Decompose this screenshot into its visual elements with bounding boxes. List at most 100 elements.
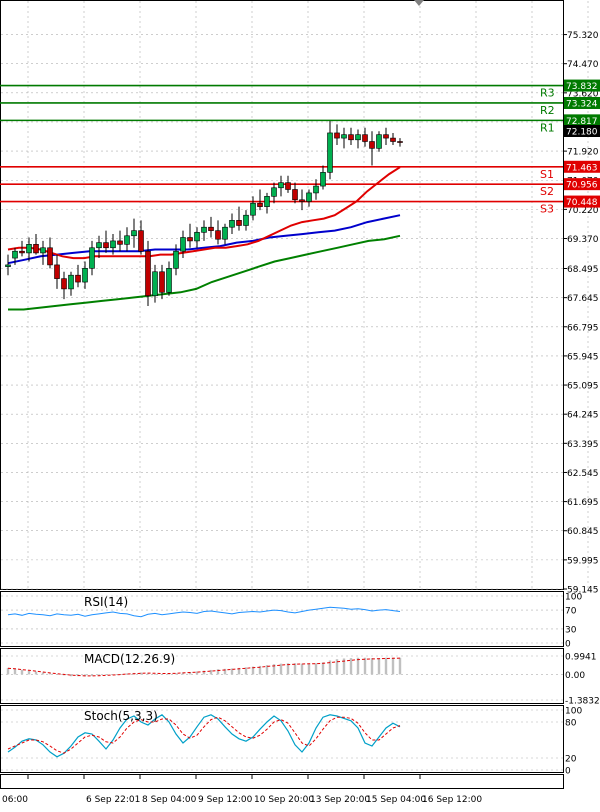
time-axis: 06:00 6 Sep 22:01 8 Sep 04:00 9 Sep 12:00 10… <box>2 775 482 805</box>
price-tick-label: 65.945 <box>567 352 599 362</box>
price-tick-label: 59.145 <box>567 586 599 596</box>
macd-histogram-bar <box>251 666 255 675</box>
candle-body <box>236 220 242 226</box>
macd-histogram-bar <box>6 667 10 675</box>
ma-mid-line <box>7 214 401 265</box>
price-tick-label: 59.995 <box>567 556 599 566</box>
candle-body <box>173 250 179 269</box>
candle-body <box>54 264 60 279</box>
candle-body <box>152 271 158 297</box>
candle-body <box>222 226 228 240</box>
level-tag-value: 72.817 <box>566 117 598 127</box>
candle-body <box>271 187 277 197</box>
macd-histogram-bar <box>377 658 381 675</box>
candle-body <box>355 134 361 141</box>
candle-body <box>334 132 340 139</box>
macd-histogram-bar <box>279 663 283 675</box>
rsi-tick-label: 70 <box>565 607 577 617</box>
level-name-r3: R3 <box>540 87 555 100</box>
candle-body <box>299 199 305 202</box>
candle-body <box>89 247 95 269</box>
level-price-tags: 73.832 73.324 72.817 71.463 70.956 70.448 <box>564 79 600 208</box>
main-panel-frame <box>0 0 564 590</box>
time-tick-label: 15 Sep 04:00 <box>366 795 426 805</box>
macd-histogram-bar <box>146 673 150 675</box>
macd-histogram-bar <box>349 658 353 675</box>
candle-body <box>348 134 354 141</box>
time-tick-label: 16 Sep 12:00 <box>422 795 482 805</box>
macd-histogram-bar <box>216 669 220 675</box>
macd-histogram-bar <box>370 658 374 675</box>
macd-histogram-bar <box>230 668 234 675</box>
candlesticks <box>5 120 403 307</box>
candle-body <box>201 226 207 233</box>
level-tag-bg <box>564 160 600 173</box>
candle-body <box>103 242 109 249</box>
macd-histogram-bar <box>314 663 318 675</box>
stoch-tick-label: 0 <box>565 767 571 777</box>
macd-histogram-bar <box>97 674 101 676</box>
macd-histogram-bar <box>20 669 24 675</box>
candle-body <box>390 137 396 142</box>
macd-signal-line <box>7 657 401 677</box>
stoch-panel-frame <box>0 705 564 773</box>
level-tag-value: 70.956 <box>566 181 598 191</box>
level-tag-value: 73.832 <box>566 82 598 92</box>
macd-histogram-bar <box>27 670 31 675</box>
candle-body <box>124 235 130 245</box>
macd-histogram-bar <box>363 657 367 675</box>
macd-histogram-bar <box>293 663 297 675</box>
rsi-tick-label: 0 <box>565 640 571 650</box>
candle-body <box>369 141 375 149</box>
grid <box>1 1 589 590</box>
macd-histogram-bar <box>286 663 290 675</box>
current-price-tag: 72.180 <box>566 128 598 138</box>
macd-histogram-bar <box>328 660 332 675</box>
candle-body <box>313 185 319 194</box>
macd-histogram-bar <box>307 663 311 675</box>
macd-histogram-bar <box>384 657 388 675</box>
stochastic-panel: 100 80 20 0 <box>1 707 582 777</box>
candle-body <box>145 250 151 297</box>
candle-body <box>250 202 256 216</box>
moving-averages <box>7 166 401 311</box>
candle-body <box>47 247 53 266</box>
stoch-title: Stoch(5,3,3) <box>84 709 158 723</box>
macd-histogram-bar <box>300 663 304 675</box>
price-tick-label: 66.795 <box>567 323 599 333</box>
stoch-k-line <box>7 714 401 758</box>
macd-histogram-bar <box>48 673 52 675</box>
macd-histogram-bar <box>237 667 241 675</box>
candle-body <box>229 220 235 228</box>
candle-body <box>306 192 312 202</box>
price-tick-label: 62.545 <box>567 469 599 479</box>
candle-body <box>19 250 25 254</box>
candle-body <box>285 182 291 190</box>
rsi-panel: 100 70 30 0 <box>1 593 582 650</box>
time-axis-frame <box>0 774 564 789</box>
level-tag-bg <box>564 195 600 208</box>
price-tick-label: 68.495 <box>567 265 599 275</box>
macd-histogram-bar <box>272 664 276 675</box>
candle-body <box>12 250 18 259</box>
candle-body <box>292 189 298 201</box>
level-name-s2: S2 <box>540 185 554 198</box>
candle-body <box>243 214 249 226</box>
stoch-tick-label: 80 <box>565 719 577 729</box>
price-tick-label: 67.645 <box>567 294 599 304</box>
candle-body <box>187 237 193 242</box>
level-name-s1: S1 <box>540 168 554 181</box>
price-tick-label: 63.395 <box>567 440 599 450</box>
macd-histogram-bar <box>265 665 269 675</box>
macd-histogram-bar <box>153 674 157 675</box>
level-tag-bg <box>564 114 600 127</box>
candle-body <box>138 230 144 252</box>
support-resistance-levels: R3 R2 R1 S1 S2 S3 <box>0 84 563 216</box>
macd-histogram-bar <box>398 657 402 675</box>
candle-body <box>40 247 46 254</box>
macd-tick-label: 0.00 <box>565 671 585 681</box>
macd-histogram-bar <box>181 672 185 675</box>
level-tag-bg <box>564 178 600 191</box>
macd-histogram-bar <box>188 671 192 675</box>
